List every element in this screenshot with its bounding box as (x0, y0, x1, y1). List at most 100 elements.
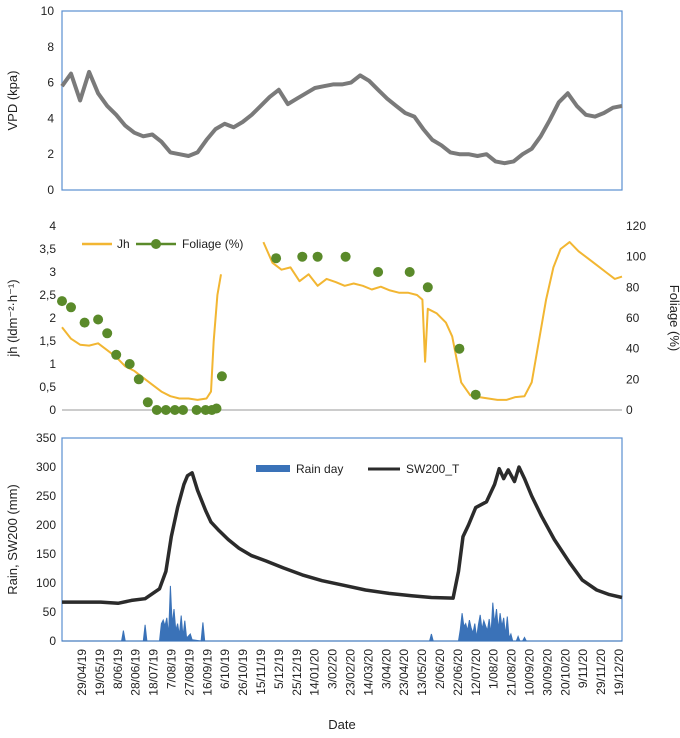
x-tick-label: 9/11/20 (576, 649, 590, 688)
y-tick-label-vpd: 8 (47, 40, 54, 54)
x-tick-label: 8/06/19 (111, 649, 125, 689)
y-tick-label-rain: 300 (36, 460, 56, 474)
foliage-point (66, 302, 76, 313)
y-tick-label-vpd: 10 (41, 4, 55, 18)
foliage-point (271, 253, 282, 264)
x-tick-label: 25/12/19 (290, 649, 304, 696)
y-axis-title-vpd: VPD (kpa) (5, 71, 20, 131)
x-tick-label: 29/04/19 (75, 649, 89, 696)
x-tick-label: 22/06/20 (451, 649, 465, 696)
y-tick-label-jh: 2,5 (39, 288, 56, 302)
y-tick-label-foliage: 40 (626, 342, 640, 356)
x-tick-label: 23/02/20 (344, 649, 358, 696)
x-tick-label: 10/09/20 (523, 649, 537, 696)
legend-swatch-foliage (151, 239, 161, 249)
foliage-point (191, 405, 202, 415)
x-tick-label: 14/03/20 (361, 649, 375, 696)
foliage-point (216, 371, 227, 382)
foliage-point (422, 282, 433, 293)
jh-series-line (61, 274, 222, 401)
foliage-point (79, 317, 90, 328)
x-tick-label: 16/09/19 (200, 649, 214, 696)
plot-area-vpd (61, 10, 623, 191)
y-tick-label-rain: 0 (49, 634, 56, 648)
y-tick-label-jh: 2 (49, 311, 56, 325)
y-tick-label-rain: 250 (36, 489, 56, 503)
y-axis-title-foliage: Foliage (%) (667, 285, 680, 351)
x-tick-label: 1/08/20 (487, 649, 501, 689)
foliage-point (211, 403, 222, 414)
y-tick-label-rain: 200 (36, 518, 56, 532)
foliage-point (133, 374, 144, 385)
y-tick-label-vpd: 0 (47, 183, 54, 197)
y-tick-label-vpd: 4 (47, 111, 54, 125)
x-tick-label: 15/11/19 (254, 649, 268, 695)
y-axis-title-jh: jh (ldm⁻²·h⁻¹) (5, 279, 20, 357)
y-tick-label-foliage: 20 (626, 372, 640, 386)
y-tick-label-jh: 3 (49, 265, 56, 279)
y-tick-label-rain: 50 (43, 605, 57, 619)
foliage-point (340, 251, 351, 262)
foliage-point (297, 251, 308, 262)
foliage-point (404, 267, 415, 277)
rain-series-area (62, 585, 622, 642)
legend-rain: Rain day SW200_T (256, 462, 460, 476)
x-tick-label: 18/07/19 (147, 649, 161, 696)
x-tick-label: 20/10/20 (558, 649, 572, 696)
y-tick-label-jh: 0 (49, 403, 56, 417)
x-tick-label: 26/10/19 (236, 649, 250, 696)
y-tick-label-jh: 4 (49, 219, 56, 233)
x-tick-label: 2/06/20 (433, 649, 447, 689)
jh-series-line (262, 241, 623, 401)
x-tick-label: 21/08/20 (505, 649, 519, 696)
foliage-point (111, 349, 122, 360)
legend-jh: Jh Foliage (%) (82, 237, 243, 251)
y-tick-label-foliage: 0 (626, 403, 633, 417)
y-tick-label-foliage: 60 (626, 311, 640, 325)
legend-label-sw200: SW200_T (406, 462, 460, 476)
x-tick-label: 7/08/19 (165, 649, 179, 689)
foliage-point (470, 389, 481, 400)
x-axis-title: Date (328, 717, 355, 732)
y-tick-label-jh: 3,5 (39, 242, 56, 256)
foliage-point (373, 267, 384, 277)
foliage-point (151, 405, 162, 415)
y-tick-label-jh: 1,5 (39, 334, 56, 348)
y-tick-label-rain: 100 (36, 576, 56, 590)
y-tick-label-foliage: 80 (626, 280, 640, 294)
legend-label-foliage: Foliage (%) (182, 237, 243, 251)
vpd-series-line (60, 69, 623, 166)
x-tick-label: 27/08/19 (182, 649, 196, 696)
x-tick-label: 3/02/20 (326, 649, 340, 689)
x-tick-label: 3/04/20 (379, 649, 393, 689)
x-tick-label: 23/04/20 (397, 649, 411, 696)
foliage-point (169, 405, 180, 415)
x-tick-label: 13/05/20 (415, 649, 429, 696)
foliage-point (142, 397, 153, 408)
foliage-point (124, 359, 135, 369)
y-tick-label-vpd: 6 (47, 76, 54, 90)
foliage-point (57, 296, 67, 307)
x-tick-label: 19/12/20 (612, 649, 626, 696)
legend-label-jh: Jh (117, 237, 130, 251)
foliage-point (454, 343, 465, 354)
x-tick-label: 19/05/19 (93, 649, 107, 696)
y-tick-label-rain: 350 (36, 431, 56, 445)
y-tick-label-vpd: 2 (47, 147, 54, 161)
y-axis-title-rain: Rain, SW200 (mm) (5, 484, 20, 595)
x-tick-label: 29/11/20 (594, 649, 608, 695)
y-tick-label-rain: 150 (36, 547, 56, 561)
x-tick-label: 30/09/20 (540, 649, 554, 696)
x-tick-label: 28/06/19 (129, 649, 143, 696)
foliage-point (312, 251, 323, 262)
foliage-point (160, 405, 171, 415)
x-tick-label: 14/01/20 (308, 649, 322, 696)
legend-swatch-rain (256, 465, 290, 472)
y-tick-label-jh: 0,5 (39, 380, 56, 394)
foliage-point (178, 405, 188, 415)
y-tick-label-foliage: 100 (626, 250, 646, 264)
foliage-point (93, 314, 104, 325)
foliage-point (102, 328, 113, 339)
y-tick-label-foliage: 120 (626, 219, 646, 233)
